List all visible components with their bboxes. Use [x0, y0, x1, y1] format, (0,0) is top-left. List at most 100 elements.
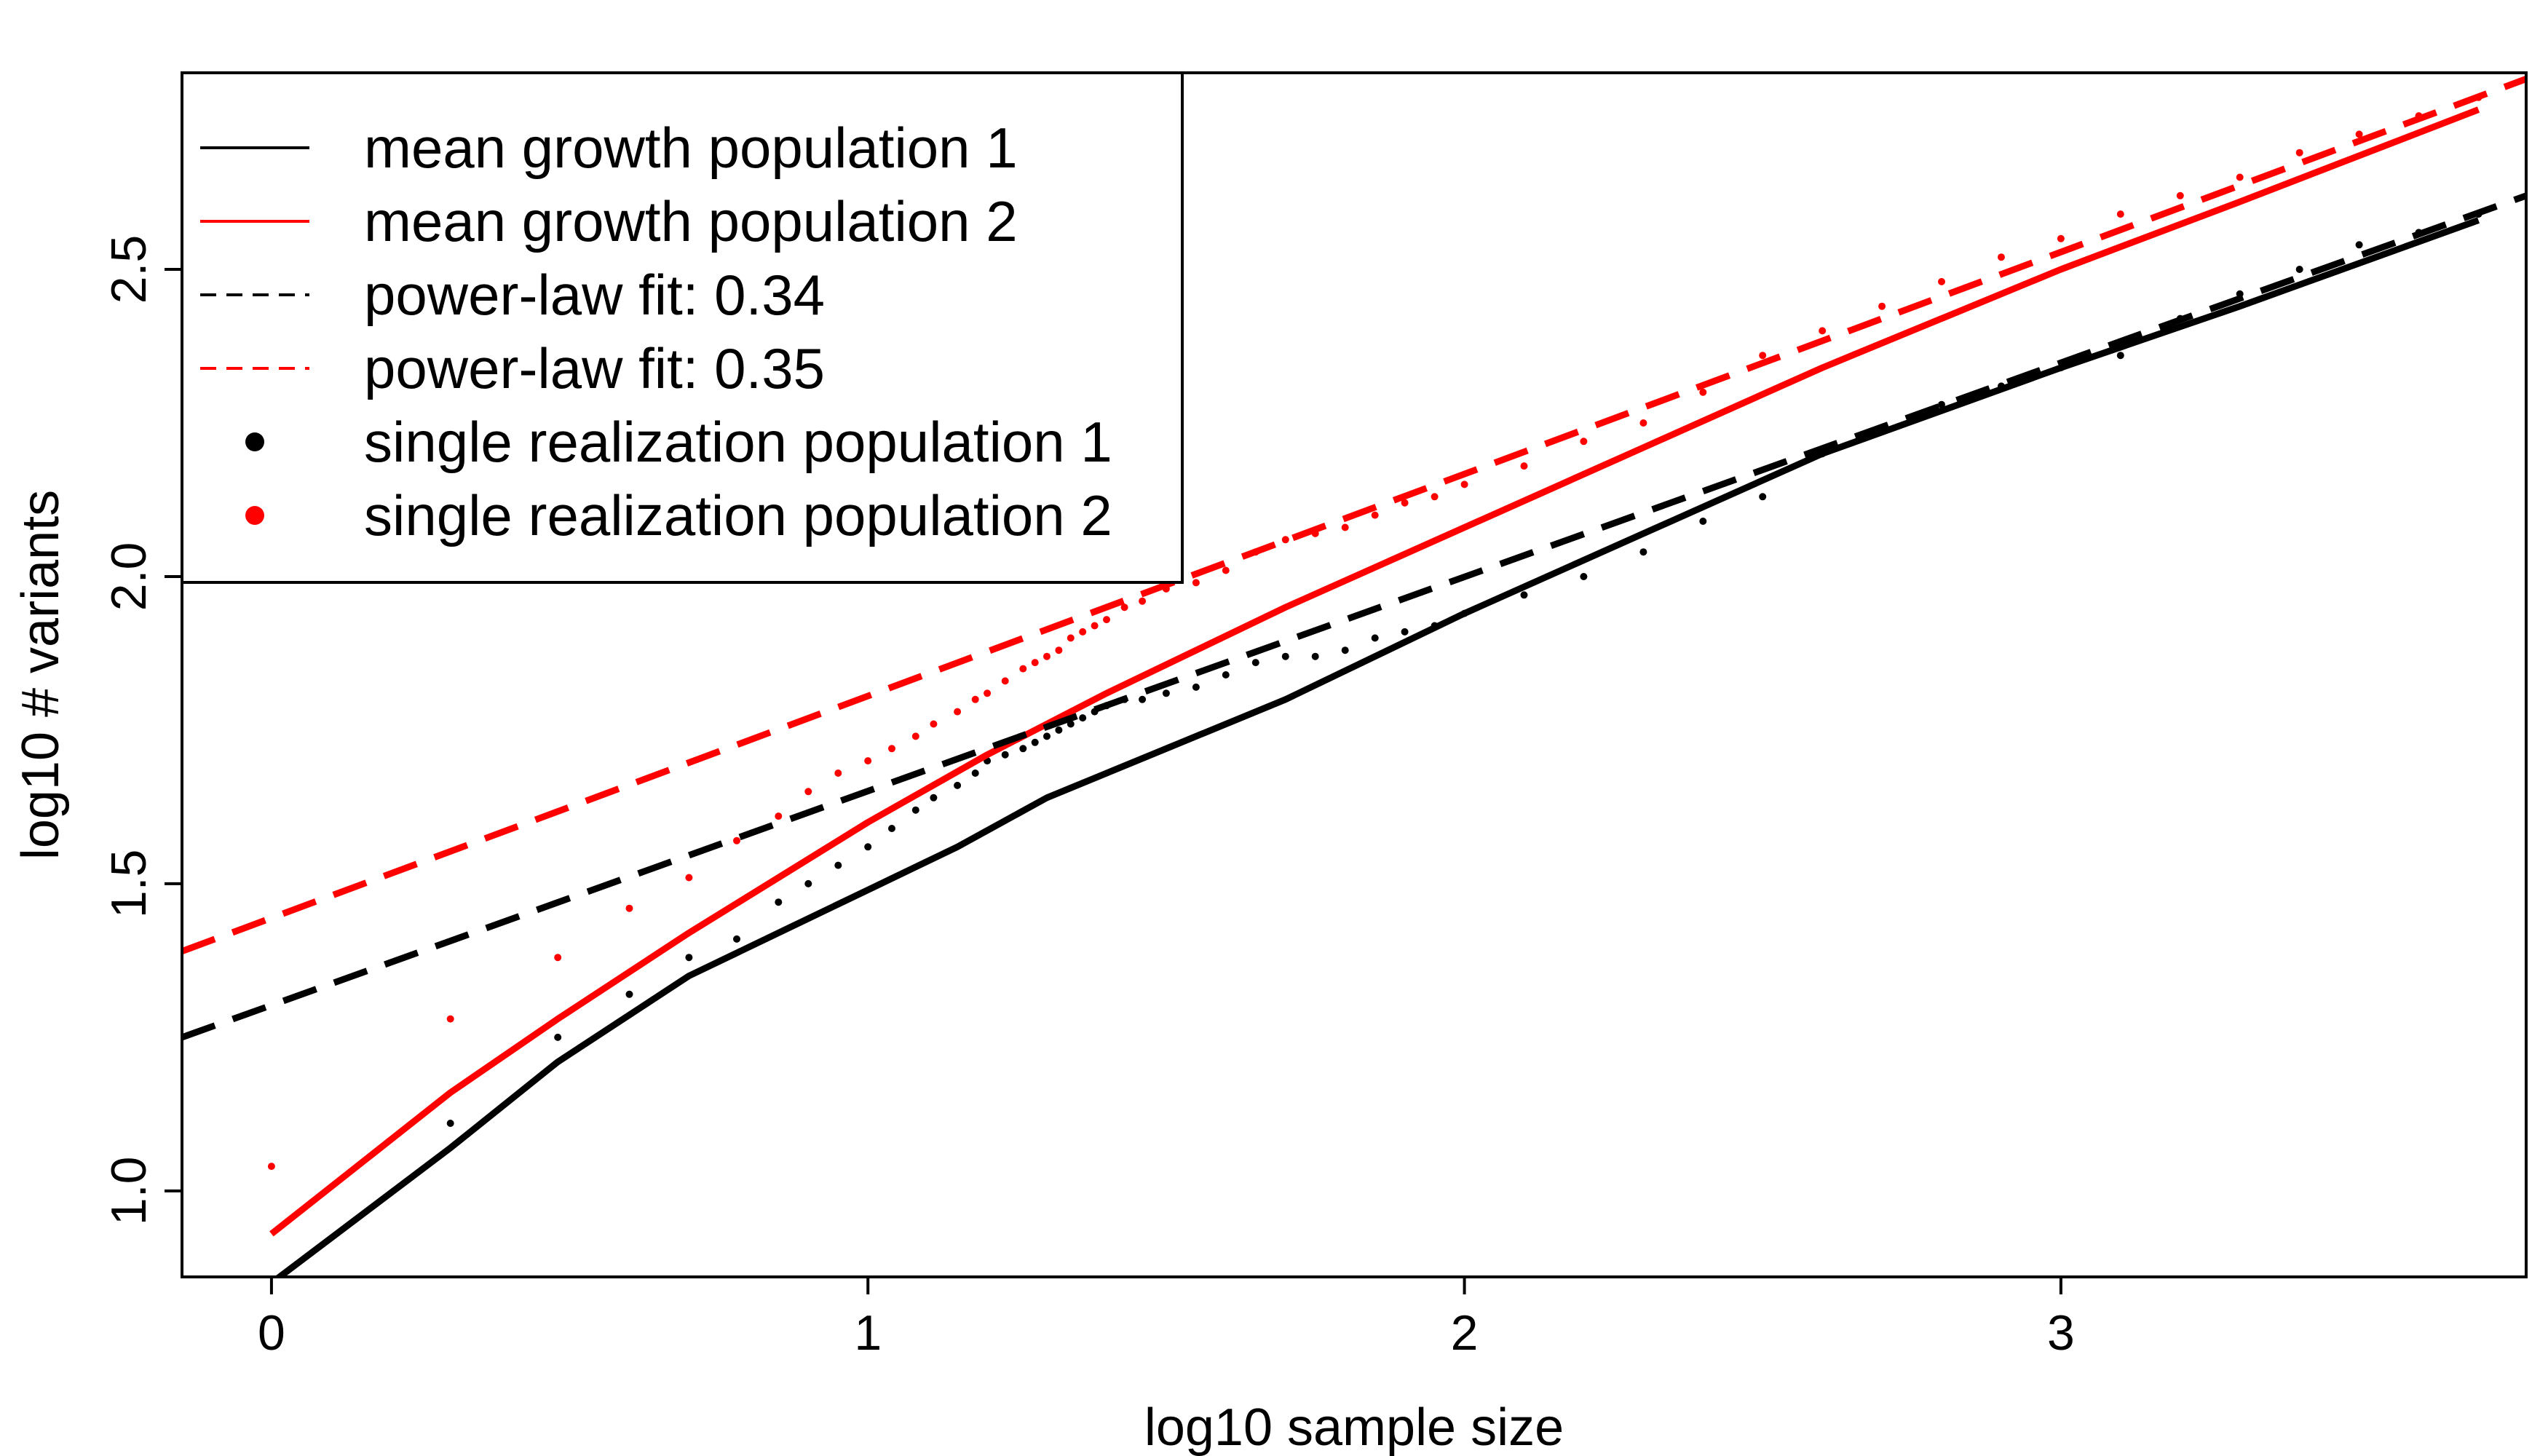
data-point [1079, 628, 1087, 636]
data-point [1759, 352, 1767, 360]
data-point [2116, 210, 2124, 218]
data-point [911, 806, 919, 814]
data-point [1043, 732, 1051, 740]
data-point [1192, 683, 1200, 691]
data-point [1998, 253, 2005, 261]
plot-frame [181, 71, 2528, 1278]
legend-entry: power-law fit: 0.35 [200, 336, 825, 400]
legend-symbol-point [245, 506, 264, 525]
data-point [1055, 726, 1063, 734]
data-point [1281, 536, 1289, 544]
data-point [733, 935, 740, 943]
axes-layer: 0 1 2 3 1.0 1.5 2.0 2.5 [101, 235, 2075, 1361]
data-point [930, 720, 938, 728]
data-point [1460, 480, 1468, 488]
data-point [554, 954, 562, 962]
data-point [1401, 499, 1409, 507]
data-point [1938, 277, 1945, 285]
legend-entry: power-law fit: 0.34 [200, 263, 825, 327]
data-point [804, 879, 812, 887]
data-point [2236, 173, 2244, 181]
series-power-law-fit-0-34-dashed-line [182, 192, 2526, 1041]
data-point [685, 874, 693, 882]
legend-box [181, 71, 1184, 584]
data-point [1251, 659, 1259, 667]
data-point [1371, 634, 1379, 642]
legend-label: mean growth population 1 [364, 116, 1018, 180]
legend-label: power-law fit: 0.35 [364, 336, 825, 400]
data-point [1222, 671, 1230, 678]
data-point [1938, 400, 1945, 408]
legend-entry: single realization population 2 [245, 483, 1112, 547]
data-point [888, 745, 895, 753]
data-point [1192, 579, 1200, 587]
y-tick-label: 1.0 [101, 1157, 157, 1226]
data-point [2295, 266, 2303, 273]
data-point [1580, 573, 1588, 580]
data-point [971, 695, 979, 703]
legend-entry: mean growth population 2 [200, 189, 1018, 253]
data-point [733, 836, 740, 844]
data-point [1139, 695, 1147, 703]
data-point [1019, 665, 1027, 673]
legend: mean growth population 1 mean growth popu… [181, 71, 1184, 584]
data-point [2355, 241, 2363, 249]
data-point [775, 812, 783, 820]
data-point [834, 769, 842, 777]
data-point [1819, 327, 1827, 335]
data-point [1162, 689, 1170, 697]
data-point [1699, 518, 1707, 525]
data-point [1699, 388, 1707, 396]
data-point [1139, 597, 1147, 605]
legend-label: single realization population 2 [364, 483, 1112, 547]
series-mean-growth-population-1-line [274, 217, 2480, 1277]
data-point [1341, 646, 1349, 654]
data-point [1639, 419, 1647, 427]
data-point [1311, 652, 1319, 660]
data-point [1281, 652, 1289, 660]
legend-symbol-point [245, 432, 264, 451]
data-point [1019, 745, 1027, 753]
data-point [834, 861, 842, 869]
legend-label: power-law fit: 0.34 [364, 263, 825, 327]
data-point [446, 1015, 454, 1023]
data-point [1001, 677, 1009, 685]
data-point [1079, 714, 1087, 722]
data-point [1520, 591, 1528, 599]
series-single-realization-population-2 [267, 93, 2482, 1171]
data-point [625, 904, 633, 912]
data-point [911, 732, 919, 740]
legend-label: mean growth population 2 [364, 189, 1018, 253]
series-layer [182, 76, 2526, 1277]
data-point [1031, 738, 1039, 746]
data-point [1431, 493, 1439, 501]
data-point [625, 990, 633, 998]
data-point [1103, 616, 1110, 624]
x-axis-title: log10 sample size [1144, 1398, 1564, 1456]
data-point [446, 1120, 454, 1127]
data-point [1055, 646, 1063, 654]
x-tick-label: 1 [854, 1305, 882, 1361]
y-tick-label: 2.0 [101, 542, 157, 612]
data-point [954, 708, 962, 716]
data-point [1639, 548, 1647, 556]
data-point [1371, 511, 1379, 519]
data-point [2295, 149, 2303, 157]
data-point [804, 788, 812, 796]
y-axis-title: log10 # variants [12, 490, 70, 860]
data-point [984, 689, 992, 697]
data-point [1001, 751, 1009, 759]
data-point [971, 769, 979, 777]
data-point [1222, 566, 1230, 574]
y-tick-label: 1.5 [101, 850, 157, 919]
series-power-law-fit-0-35-dashed-line [182, 76, 2526, 954]
data-point [267, 1163, 275, 1171]
x-tick-label: 2 [1451, 1305, 1479, 1361]
data-point [1031, 659, 1039, 667]
data-point [888, 825, 895, 832]
data-point [685, 954, 693, 962]
x-tick-label: 3 [2047, 1305, 2075, 1361]
data-point [1067, 634, 1075, 642]
data-point [864, 843, 872, 851]
